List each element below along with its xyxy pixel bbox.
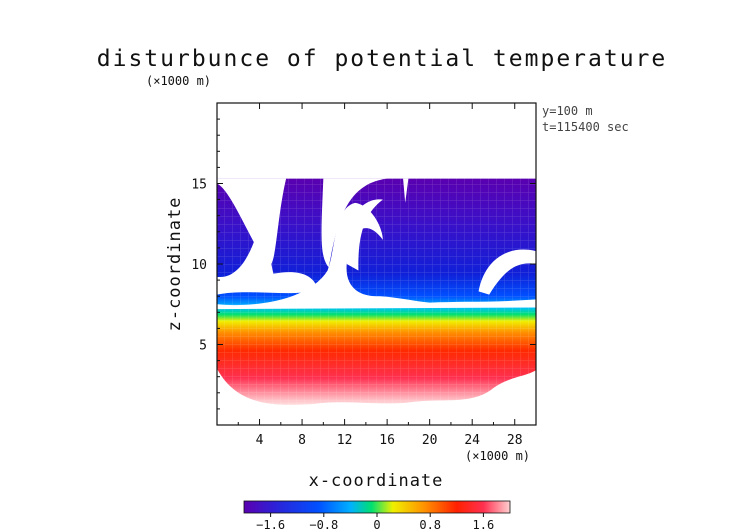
- annotation-y: y=100 m: [542, 104, 593, 118]
- hole-right-finger: [478, 249, 536, 295]
- colorbar-tick-label: 0: [373, 518, 380, 532]
- x-tick-label: 16: [379, 433, 395, 448]
- x-tick-label: 12: [337, 433, 353, 448]
- x-tick-label: 20: [422, 433, 438, 448]
- colorbar-tick-label: 1.6: [473, 518, 495, 532]
- field-area: [217, 103, 536, 425]
- x-tick-label: 28: [507, 433, 523, 448]
- x-tick-label: 8: [298, 433, 306, 448]
- chart-title: disturbunce of potential temperature: [96, 46, 668, 72]
- x-tick-label: 4: [256, 433, 264, 448]
- y-tick-label: 15: [191, 178, 207, 193]
- x-axis-label: x-coordinate: [309, 471, 444, 491]
- colorbar-tick-label: −0.8: [309, 518, 338, 532]
- colorbar: −1.6 −0.8 0 0.8 1.6: [243, 500, 511, 532]
- hole-left-tongue: [217, 223, 319, 295]
- y-tick-label: 10: [191, 258, 207, 273]
- hole-hook: [345, 199, 383, 271]
- hole-top-notch: [403, 178, 409, 203]
- x-tick-label: 24: [464, 433, 480, 448]
- hole-top-left: [217, 178, 287, 266]
- y-unit-label: (×1000 m): [146, 74, 212, 88]
- y-axis-label: z-coordinate: [165, 197, 185, 332]
- x-unit-label: (×1000 m): [465, 449, 531, 463]
- colorbar-tick-label: 0.8: [419, 518, 441, 532]
- y-tick-label: 5: [199, 339, 207, 354]
- colorbar-strip: [243, 500, 511, 514]
- y-axis: 5 10 15: [191, 118, 536, 410]
- x-axis: 4 8 12 16 20 24 28: [237, 103, 523, 448]
- hole-upper-gap: [321, 178, 388, 268]
- annotation-t: t=115400 sec: [542, 120, 629, 134]
- hole-mid-band: [217, 202, 536, 310]
- colorbar-tick-label: −1.6: [256, 518, 285, 532]
